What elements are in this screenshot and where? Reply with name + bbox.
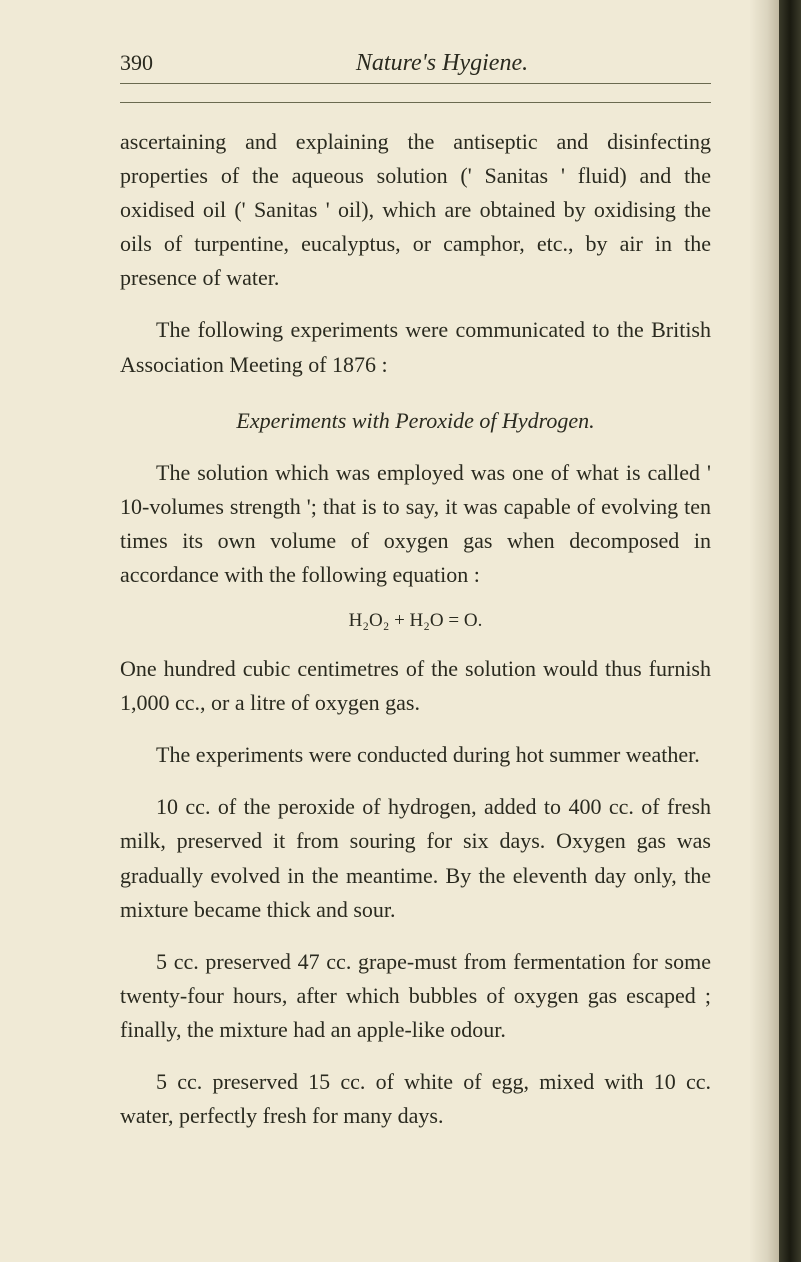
page-container: 390 Nature's Hygiene. ascertaining and e…: [0, 0, 801, 1262]
paragraph-3: The solution which was employed was one …: [120, 456, 711, 592]
paragraph-8: 5 cc. preserved 15 cc. of white of egg, …: [120, 1065, 711, 1133]
page-number: 390: [120, 50, 153, 76]
chemical-formula: H₂O₂ + H₂O = O.: [120, 610, 711, 632]
paragraph-7: 5 cc. preserved 47 cc. grape-must from f…: [120, 945, 711, 1047]
header-divider: [120, 102, 711, 103]
page-header: 390 Nature's Hygiene.: [120, 50, 711, 84]
paragraph-4: One hundred cubic centimetres of the sol…: [120, 652, 711, 720]
running-title: Nature's Hygiene.: [173, 50, 711, 77]
paragraph-5: The experiments were conducted during ho…: [120, 738, 711, 772]
paragraph-6: 10 cc. of the peroxide of hydrogen, adde…: [120, 790, 711, 926]
paragraph-2: The following experiments were communica…: [120, 313, 711, 381]
paragraph-1: ascertaining and explaining the antisept…: [120, 125, 711, 295]
section-title: Experiments with Peroxide of Hydrogen.: [120, 408, 711, 434]
